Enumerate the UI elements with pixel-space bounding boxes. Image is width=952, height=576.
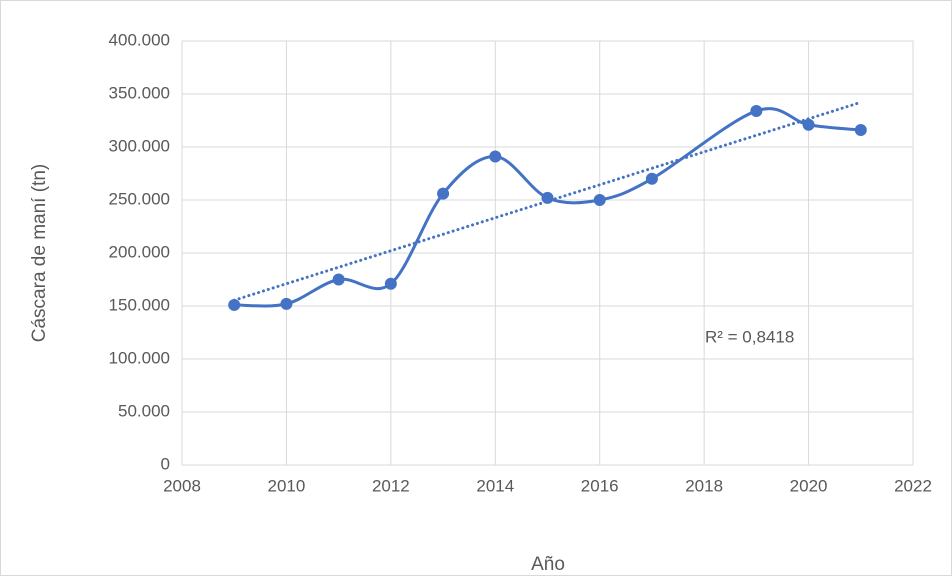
y-tick-label: 350.000 [109,83,170,102]
data-point [228,298,241,311]
y-tick-label: 100.000 [109,348,170,367]
data-point [489,150,502,163]
y-tick-label: 150.000 [109,295,170,314]
x-tick-label: 2010 [268,476,306,495]
data-point [593,194,606,206]
y-tick-label: 400.000 [109,30,170,49]
x-tick-label: 2014 [476,476,514,495]
x-tick-label: 2008 [163,476,201,495]
data-point [384,277,397,290]
data-point [645,172,658,185]
y-tick-label: 50.000 [118,401,170,420]
data-point [750,104,763,117]
x-tick-label: 2012 [372,476,410,495]
y-tick-label: 0 [161,454,170,473]
y-axis-title: Cáscara de maní (tn) [29,164,50,342]
annotation: R² = 0,8418 [705,327,794,346]
x-tick-label: 2022 [894,476,932,495]
trendline [232,100,863,302]
x-axis-title: Año [531,554,565,575]
data-point [854,124,867,137]
x-tick-label: 2018 [685,476,723,495]
x-tick-label: 2020 [790,476,828,495]
data-point [332,273,345,286]
y-tick-label: 250.000 [109,189,170,208]
data-point [280,297,293,310]
data-point [802,118,815,131]
y-tick-label: 200.000 [109,242,170,261]
x-tick-label: 2016 [581,476,619,495]
data-point [437,187,450,200]
y-tick-label: 300.000 [109,136,170,155]
data-point [541,191,554,204]
